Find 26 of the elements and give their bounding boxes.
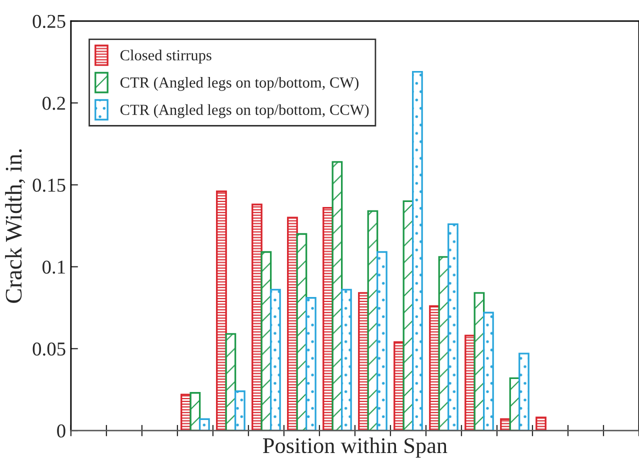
bar	[225, 333, 236, 431]
y-tick-label: 0.05	[32, 342, 66, 356]
legend-label: CTR (Angled legs on top/bottom, CCW)	[120, 104, 369, 118]
bar	[252, 204, 262, 431]
y-axis-title: Crack Width, in.	[5, 149, 26, 303]
y-tick-label: 0	[57, 424, 66, 438]
bar	[198, 418, 210, 431]
bar	[518, 352, 530, 431]
bar	[234, 390, 246, 431]
bar	[270, 288, 281, 431]
bar	[483, 312, 494, 431]
legend-label: CTR (Angled legs on top/bottom, CW)	[120, 76, 358, 91]
legend-label: Closed stirrups	[120, 50, 212, 64]
bar	[190, 392, 201, 431]
bar	[305, 297, 316, 431]
bar	[216, 190, 227, 431]
bar	[340, 288, 352, 431]
y-tick-label: 0.2	[42, 96, 65, 110]
bar	[448, 223, 458, 431]
bar	[536, 416, 546, 431]
y-tick-label: 0.25	[32, 14, 66, 28]
bar	[412, 70, 423, 431]
bar	[376, 251, 388, 431]
y-tick-label: 0.1	[42, 260, 65, 274]
x-axis-title: Position within Span	[263, 438, 448, 458]
y-tick-label: 0.15	[32, 178, 66, 192]
